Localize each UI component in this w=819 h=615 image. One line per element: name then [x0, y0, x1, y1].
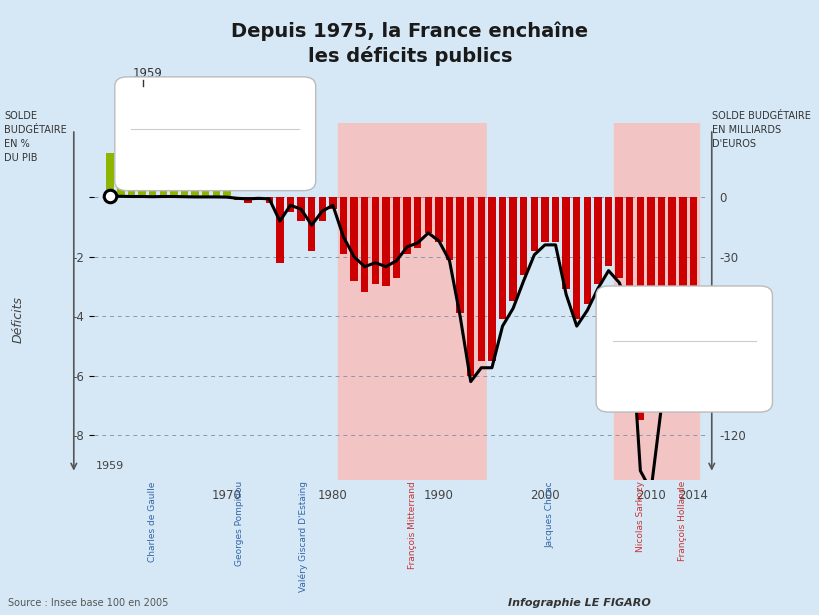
Text: Georges Pompidou: Georges Pompidou — [235, 481, 244, 566]
Bar — [615, 197, 622, 277]
Bar — [191, 183, 198, 197]
Bar — [350, 197, 357, 280]
Bar — [318, 197, 326, 221]
Bar — [233, 197, 241, 200]
Bar — [160, 168, 167, 197]
Bar — [435, 197, 442, 242]
Bar — [666, 123, 698, 480]
Bar — [509, 197, 516, 301]
Bar — [414, 197, 421, 248]
Text: -84,1: -84,1 — [612, 369, 668, 388]
Bar — [403, 197, 410, 254]
Bar — [105, 123, 210, 480]
Bar — [498, 197, 505, 319]
Bar — [264, 123, 337, 480]
Bar — [625, 197, 633, 295]
Bar — [138, 168, 146, 197]
Bar — [265, 197, 273, 204]
Bar — [424, 197, 432, 233]
Text: du PIB: du PIB — [661, 325, 696, 335]
Bar — [562, 197, 569, 290]
Bar — [456, 197, 464, 313]
Text: du PIB: du PIB — [188, 103, 224, 113]
Text: 0,6: 0,6 — [133, 156, 170, 176]
Text: Valéry Giscard D'Estaing: Valéry Giscard D'Estaing — [298, 481, 308, 592]
Bar — [541, 197, 548, 242]
Bar — [106, 153, 114, 197]
Text: 1,5%: 1,5% — [133, 101, 192, 122]
Bar — [360, 197, 368, 293]
Text: Déficits: Déficits — [11, 296, 25, 343]
Text: milliard d'euros: milliard d'euros — [172, 156, 262, 165]
Bar — [371, 197, 378, 284]
Text: 1959: 1959 — [96, 461, 124, 471]
Text: 2014: 2014 — [612, 304, 641, 317]
Bar — [636, 197, 643, 420]
Bar — [657, 197, 664, 352]
Bar — [572, 197, 580, 319]
Bar — [339, 197, 346, 254]
Bar — [212, 180, 219, 197]
Bar — [128, 165, 135, 197]
Bar — [276, 197, 283, 263]
Bar — [551, 197, 559, 242]
Bar — [223, 191, 230, 197]
Bar — [530, 197, 537, 251]
Text: SOLDE BUDGÉTAIRE
EN MILLIARDS
D'EUROS: SOLDE BUDGÉTAIRE EN MILLIARDS D'EUROS — [711, 111, 810, 149]
Bar — [328, 197, 336, 209]
Text: -4%: -4% — [612, 325, 656, 345]
Bar — [170, 170, 178, 197]
Bar — [201, 186, 209, 197]
Text: Depuis 1975, la France enchaîne
les déficits publics: Depuis 1975, la France enchaîne les défi… — [231, 22, 588, 66]
Bar — [604, 197, 612, 266]
Text: Soit: Soit — [133, 137, 156, 150]
Text: SOLDE
BUDGÉTAIRE
EN %
DU PIB: SOLDE BUDGÉTAIRE EN % DU PIB — [4, 111, 67, 163]
Bar — [678, 197, 686, 319]
Bar — [486, 123, 613, 480]
Bar — [689, 197, 696, 316]
Bar — [519, 197, 527, 275]
Bar — [487, 197, 495, 361]
Text: Source : Insee base 100 en 2005: Source : Insee base 100 en 2005 — [8, 598, 169, 608]
Bar — [646, 197, 654, 408]
Text: Jacques Chirac: Jacques Chirac — [545, 481, 554, 548]
Bar — [117, 159, 124, 197]
Text: François Hollande: François Hollande — [677, 481, 686, 561]
Bar — [667, 197, 675, 340]
Bar — [287, 197, 294, 212]
Bar — [446, 197, 453, 260]
Bar — [467, 197, 474, 376]
Bar — [477, 197, 485, 361]
Bar — [392, 197, 400, 277]
Text: Infographie LE FIGARO: Infographie LE FIGARO — [508, 598, 650, 608]
Bar — [594, 197, 601, 284]
Text: Soit: Soit — [612, 349, 635, 362]
Bar — [180, 177, 188, 197]
Text: milliard d'euros: milliard d'euros — [612, 391, 698, 400]
Text: 1959: 1959 — [133, 67, 162, 80]
Bar — [613, 123, 666, 480]
Bar — [382, 197, 389, 287]
Bar — [255, 197, 262, 200]
Bar — [337, 123, 486, 480]
Bar — [149, 173, 156, 197]
Text: Nicolas Sarkozy: Nicolas Sarkozy — [635, 481, 644, 552]
Bar — [308, 197, 315, 251]
Bar — [297, 197, 305, 221]
Bar — [583, 197, 590, 304]
Text: Charles de Gaulle: Charles de Gaulle — [148, 481, 157, 561]
Bar — [244, 197, 251, 204]
Text: François Mitterrand: François Mitterrand — [407, 481, 416, 569]
Bar — [210, 123, 264, 480]
